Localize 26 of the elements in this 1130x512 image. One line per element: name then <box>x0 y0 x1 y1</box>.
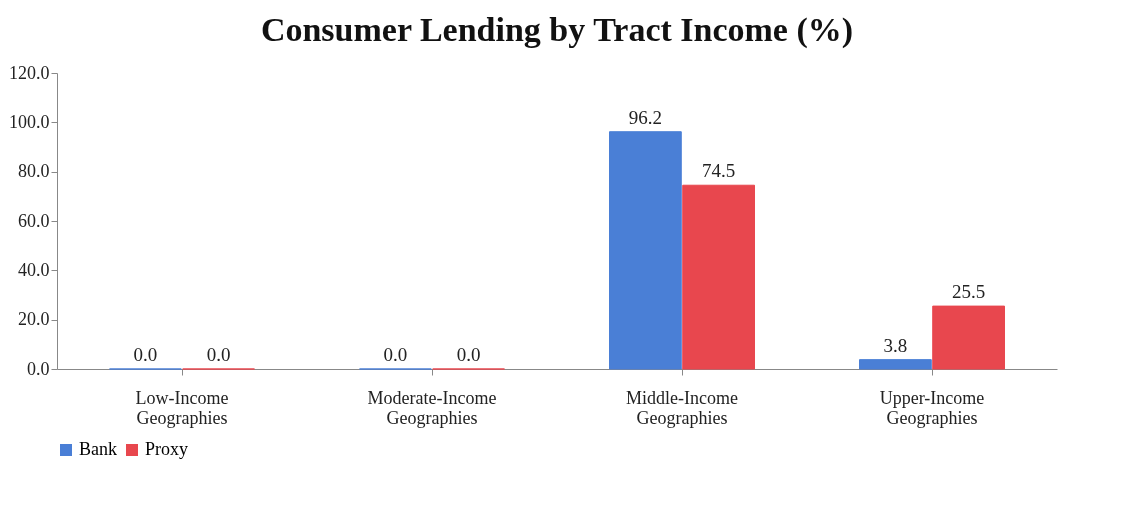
legend-label: Proxy <box>145 439 189 459</box>
data-label: 25.5 <box>951 281 986 303</box>
y-tick-label: 120.0 <box>9 62 50 83</box>
data-label: 0.0 <box>133 344 158 365</box>
y-tick-label: 80.0 <box>18 161 50 182</box>
y-tick-label: 60.0 <box>18 210 50 231</box>
x-tick-label: Upper-Income Geographies <box>879 387 985 428</box>
bar <box>609 131 682 370</box>
y-tick-label: 100.0 <box>9 111 50 132</box>
data-label: 0.0 <box>383 344 408 365</box>
data-label: 3.8 <box>883 334 908 356</box>
bar <box>932 305 1005 370</box>
y-tick-label: 40.0 <box>18 259 50 280</box>
bar <box>682 184 755 370</box>
chart-title: Consumer Lending by Tract Income (%) <box>260 11 854 49</box>
x-tick-label: Low-Income Geographies <box>135 387 229 428</box>
y-tick-label: 20.0 <box>18 309 50 330</box>
y-tick-label: 0.0 <box>27 358 50 379</box>
bar <box>859 359 932 370</box>
x-tick-label: Moderate-Income Geographies <box>367 387 497 428</box>
data-label: 96.2 <box>628 106 663 128</box>
x-tick-label: Middle-Income Geographies <box>626 387 738 428</box>
data-label: 0.0 <box>206 344 231 365</box>
data-label: 0.0 <box>456 344 481 365</box>
data-label: 74.5 <box>701 160 736 182</box>
legend-label: Bank <box>79 439 117 459</box>
